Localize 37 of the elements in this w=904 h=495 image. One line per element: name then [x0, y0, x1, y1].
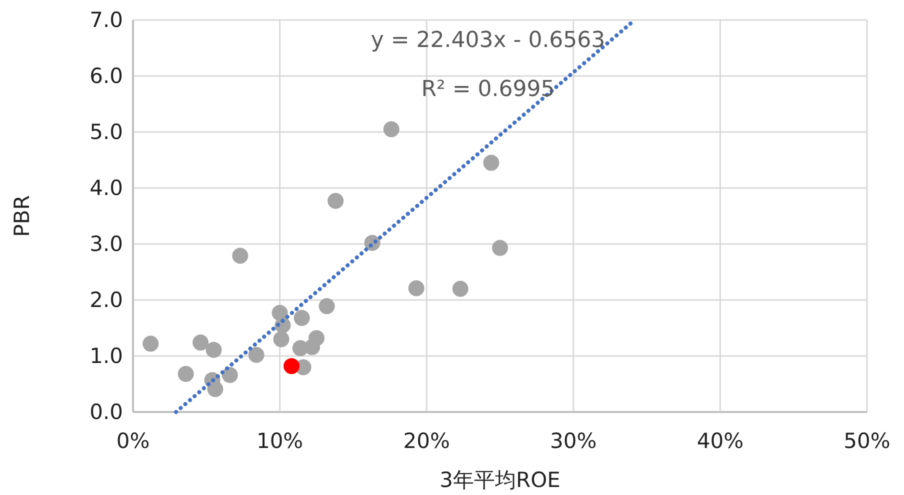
annotation: y = 22.403x - 0.6563	[370, 28, 606, 53]
x-axis-title: 3年平均ROE	[440, 468, 560, 492]
point	[294, 310, 310, 326]
point	[328, 192, 344, 209]
x-tick-label: 40%	[696, 429, 744, 453]
y-tick-label: 3.0	[90, 232, 123, 256]
point	[308, 330, 324, 346]
x-tick-label: 30%	[550, 429, 597, 453]
y-tick-label: 6.0	[90, 64, 123, 88]
y-tick-label: 0.0	[90, 400, 123, 424]
point	[284, 358, 300, 374]
point	[318, 298, 335, 314]
point	[248, 346, 264, 363]
y-tick-label: 2.0	[90, 288, 123, 312]
annotation: R² = 0.6995	[421, 77, 555, 102]
point	[383, 121, 400, 138]
y-tick-label: 5.0	[90, 120, 123, 144]
y-tick-label: 1.0	[90, 344, 123, 368]
point	[206, 342, 222, 358]
x-tick-label: 20%	[403, 429, 450, 453]
y-tick-label: 4.0	[90, 176, 123, 200]
point	[178, 366, 194, 382]
point	[452, 280, 468, 297]
y-axis-title: PBR	[10, 195, 34, 237]
x-tick-label: 10%	[256, 429, 304, 453]
point	[483, 154, 500, 171]
point	[192, 334, 209, 351]
point	[142, 336, 159, 352]
point	[232, 248, 248, 264]
point	[408, 280, 424, 296]
x-tick-label: 0%	[116, 429, 150, 453]
point	[273, 331, 290, 348]
point	[207, 381, 224, 398]
point	[222, 367, 238, 384]
point	[492, 240, 508, 256]
y-tick-label: 7.0	[90, 8, 123, 32]
x-tick-label: 50%	[844, 429, 890, 453]
